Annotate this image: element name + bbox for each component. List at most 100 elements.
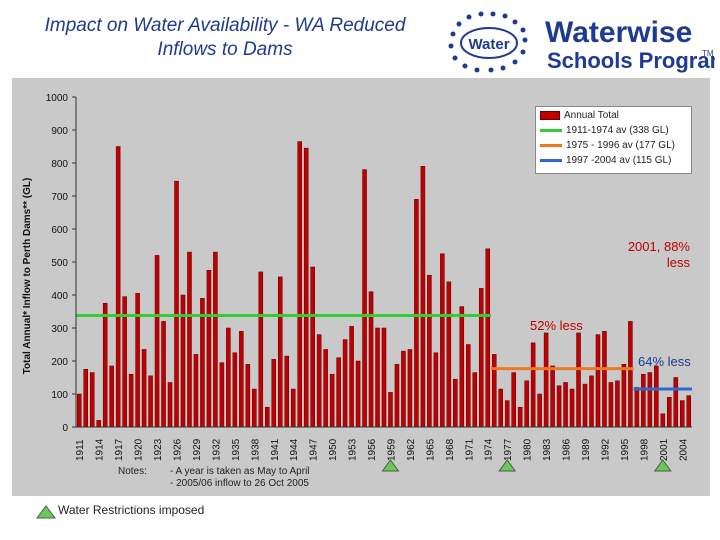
bar-1948 (316, 334, 322, 428)
legend-annual-total-label: Annual Total (564, 110, 619, 121)
bar-1914 (96, 420, 101, 428)
y-tick-label: 1000 (46, 93, 69, 104)
bar-1994 (615, 380, 620, 428)
water-droplet-icon (448, 11, 528, 73)
legend-avg1-label: 1911-1974 av (338 GL) (566, 125, 669, 136)
bar-1979 (517, 406, 523, 428)
bar-1935 (232, 352, 238, 428)
y-axis-label: Total Annual* Inflow to Perth Dams** (GL… (22, 178, 33, 375)
bar-1946 (303, 147, 309, 428)
y-tick-label: 0 (62, 423, 68, 434)
x-tick-label: 1917 (114, 438, 125, 461)
chart-legend: Annual Total 1911-1974 av (338 GL) 1975 … (535, 106, 692, 174)
bar-1991 (595, 334, 601, 428)
notes-line1: - A year is taken as May to April (170, 466, 310, 477)
bar-1916 (109, 365, 114, 428)
y-tick-label: 900 (51, 126, 68, 137)
x-tick-label: 1971 (464, 438, 475, 461)
x-tick-label: 2001 (659, 438, 670, 461)
bar-1931 (206, 270, 212, 428)
legend-avg-1911-1974: 1911-1974 av (338 GL) (540, 125, 669, 137)
x-tick-label: 1926 (173, 438, 184, 461)
bar-1996 (628, 321, 633, 428)
y-tick-label: 700 (51, 192, 68, 203)
bar-1987 (569, 388, 575, 428)
restriction-triangle-icon (498, 459, 517, 472)
bar-1997 (634, 387, 640, 428)
x-tick-label: 1968 (445, 438, 456, 461)
bar-1976 (498, 388, 503, 428)
bar-1989 (582, 383, 588, 428)
bar-1936 (239, 331, 244, 428)
bar-1992 (602, 331, 607, 428)
x-tick-label: 1992 (600, 438, 611, 461)
bar-1945 (297, 141, 302, 428)
x-tick-label: 1941 (270, 438, 281, 461)
bar-1928 (187, 251, 192, 428)
bar-1937 (245, 364, 251, 428)
bar-2000 (654, 365, 659, 428)
logo-trademark: TM (702, 49, 714, 58)
x-tick-label: 1923 (153, 438, 164, 461)
bar-2001 (660, 413, 666, 428)
x-tick-label: 1974 (484, 438, 495, 461)
y-tick-label: 500 (51, 258, 68, 269)
legend-avg2-swatch (540, 143, 562, 147)
x-tick-label: 1920 (134, 438, 145, 461)
bar-1973 (479, 288, 484, 428)
bar-1959 (388, 392, 393, 428)
bar-1940 (265, 406, 270, 428)
slide-title-line2: Inflows to Dams (157, 39, 293, 60)
y-tick-label: 100 (51, 390, 68, 401)
bar-1986 (563, 382, 568, 428)
bar-1960 (394, 364, 400, 428)
x-tick-label: 1929 (192, 438, 203, 461)
legend-avg3-label: 1997 -2004 av (115 GL) (566, 155, 672, 166)
x-tick-label: 1959 (386, 438, 397, 461)
bar-1980 (524, 380, 529, 428)
bar-1929 (193, 354, 199, 428)
bar-1967 (440, 253, 445, 428)
bar-1963 (414, 199, 419, 428)
bar-1961 (401, 350, 406, 428)
bar-1911 (76, 393, 82, 428)
x-tick-label: 1935 (231, 438, 242, 461)
x-tick-label: 1944 (289, 438, 300, 461)
notes-text: - A year is taken as May to April - 2005… (170, 466, 310, 490)
x-tick-label: 1911 (75, 439, 86, 461)
x-tick-label: 1932 (211, 438, 222, 461)
bar-1947 (310, 266, 315, 428)
x-tick-label: 1998 (639, 438, 650, 461)
bar-1978 (511, 372, 516, 428)
bar-1981 (530, 342, 536, 428)
slide-title: Impact on Water Availability - WA Reduce… (10, 14, 440, 62)
bar-1951 (336, 357, 341, 428)
y-tick-label: 200 (51, 357, 68, 368)
legend-bar-swatch (540, 110, 560, 120)
bar-2002 (667, 397, 672, 428)
bar-1970 (459, 306, 465, 428)
bar-1941 (271, 359, 277, 428)
logo-brand-line1: Waterwise (545, 16, 692, 49)
bar-1924 (161, 321, 166, 428)
bar-1969 (453, 378, 458, 428)
bar-1971 (466, 344, 471, 428)
bar-1922 (148, 375, 153, 428)
bar-1919 (128, 373, 134, 428)
y-tick-label: 800 (51, 159, 68, 170)
bar-1913 (89, 372, 95, 428)
bar-1944 (290, 388, 296, 428)
annotation-2001-line1: 2001, 88% (627, 239, 690, 254)
bar-1954 (355, 360, 361, 428)
legend-avg2-label: 1975 - 1996 av (177 GL) (566, 140, 675, 151)
x-tick-label: 1938 (250, 438, 261, 461)
water-restrictions-legend: Water Restrictions imposed (58, 503, 205, 517)
x-tick-label: 1950 (328, 438, 339, 461)
bar-1985 (556, 385, 562, 428)
logo-bubble-text: Water (468, 36, 509, 53)
legend-avg-1997-2004: 1997 -2004 av (115 GL) (540, 155, 671, 167)
bar-2005 (686, 395, 692, 428)
x-tick-label: 1947 (309, 438, 320, 461)
bar-1999 (647, 372, 653, 428)
bar-1939 (258, 271, 264, 428)
